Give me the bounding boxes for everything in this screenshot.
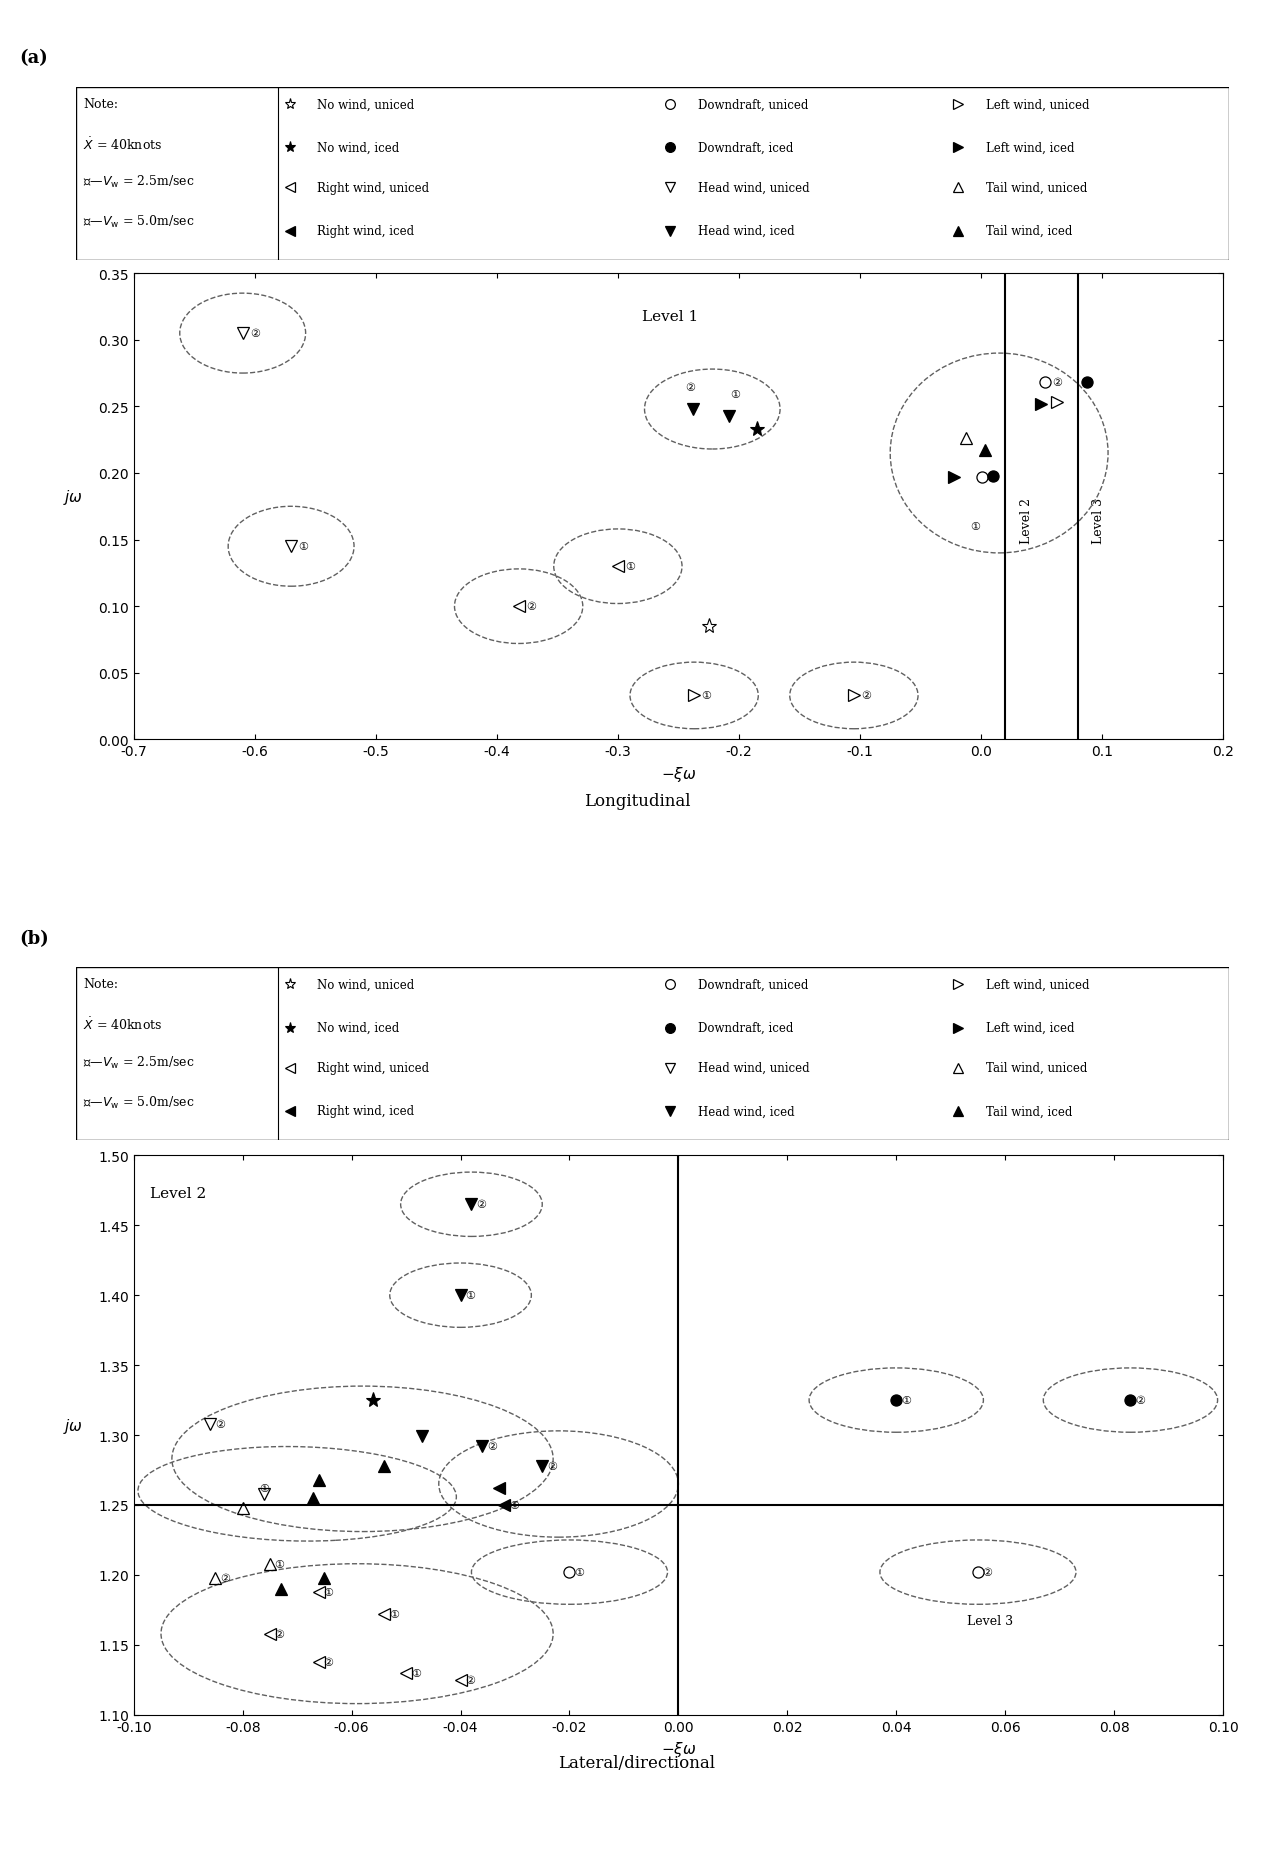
Text: ②: ② — [275, 1629, 284, 1638]
Text: ①: ① — [508, 1501, 519, 1510]
Text: ①: ① — [730, 390, 740, 399]
Text: Downdraft, iced: Downdraft, iced — [698, 1021, 794, 1035]
Text: ②—$V_{\rm w}$ = 5.0m/sec: ②—$V_{\rm w}$ = 5.0m/sec — [83, 1094, 195, 1111]
Text: $\dot{X}$ = 40knots: $\dot{X}$ = 40knots — [83, 136, 163, 153]
Text: ②: ② — [861, 692, 871, 701]
Y-axis label: $j\omega$: $j\omega$ — [62, 1417, 83, 1435]
Text: Level 2: Level 2 — [1019, 498, 1033, 542]
Text: ①—$V_{\rm w}$ = 2.5m/sec: ①—$V_{\rm w}$ = 2.5m/sec — [83, 173, 195, 190]
Text: ①: ① — [389, 1609, 399, 1620]
Text: ②: ② — [1135, 1396, 1145, 1405]
Text: Head wind, iced: Head wind, iced — [698, 226, 795, 239]
Text: Downdraft, uniced: Downdraft, uniced — [698, 99, 808, 112]
Text: Right wind, iced: Right wind, iced — [317, 1105, 414, 1118]
Text: ①: ① — [298, 542, 308, 552]
FancyBboxPatch shape — [76, 88, 1229, 261]
Text: Level 3: Level 3 — [1092, 498, 1106, 544]
Text: No wind, iced: No wind, iced — [317, 1021, 400, 1035]
Text: ①: ① — [324, 1586, 334, 1597]
Text: ②: ② — [1052, 378, 1063, 388]
Text: Tail wind, uniced: Tail wind, uniced — [986, 181, 1088, 194]
Text: ②: ② — [487, 1441, 497, 1452]
Text: No wind, uniced: No wind, uniced — [317, 979, 414, 992]
Text: ①: ① — [410, 1668, 420, 1678]
Y-axis label: $j\omega$: $j\omega$ — [64, 488, 83, 507]
Text: Left wind, uniced: Left wind, uniced — [986, 979, 1089, 992]
Text: No wind, uniced: No wind, uniced — [317, 99, 414, 112]
Text: ①: ① — [575, 1568, 585, 1577]
Text: (a): (a) — [19, 48, 48, 67]
Text: ①: ① — [702, 692, 712, 701]
Text: Right wind, uniced: Right wind, uniced — [317, 1061, 429, 1074]
Text: ①: ① — [275, 1558, 284, 1569]
Text: Note:: Note: — [83, 979, 118, 992]
Text: ②: ② — [526, 602, 536, 611]
FancyBboxPatch shape — [76, 967, 1229, 1141]
Text: Downdraft, uniced: Downdraft, uniced — [698, 979, 808, 992]
X-axis label: $-\xi\omega$: $-\xi\omega$ — [661, 1739, 696, 1758]
Text: ①—$V_{\rm w}$ = 2.5m/sec: ①—$V_{\rm w}$ = 2.5m/sec — [83, 1055, 195, 1070]
Text: Tail wind, uniced: Tail wind, uniced — [986, 1061, 1088, 1074]
Text: Right wind, iced: Right wind, iced — [317, 226, 414, 239]
Text: ②: ② — [547, 1461, 557, 1471]
Text: ②: ② — [250, 328, 260, 339]
Text: Left wind, uniced: Left wind, uniced — [986, 99, 1089, 112]
Text: ①: ① — [260, 1484, 269, 1493]
Text: (b): (b) — [19, 928, 48, 947]
Text: ②: ② — [685, 384, 696, 393]
Text: Left wind, iced: Left wind, iced — [986, 1021, 1075, 1035]
Text: Longitudinal: Longitudinal — [583, 792, 691, 809]
Text: Lateral/directional: Lateral/directional — [558, 1754, 716, 1771]
Text: Head wind, uniced: Head wind, uniced — [698, 1061, 809, 1074]
Text: Head wind, uniced: Head wind, uniced — [698, 181, 809, 194]
Text: Left wind, iced: Left wind, iced — [986, 142, 1075, 155]
Text: ②: ② — [982, 1568, 992, 1577]
Text: ②: ② — [465, 1676, 475, 1685]
Text: No wind, iced: No wind, iced — [317, 142, 400, 155]
Text: ②: ② — [476, 1200, 487, 1210]
Text: ②: ② — [324, 1657, 334, 1666]
Text: Level 3: Level 3 — [967, 1614, 1013, 1627]
Text: Right wind, uniced: Right wind, uniced — [317, 181, 429, 194]
Text: Note:: Note: — [83, 99, 118, 112]
Text: $\dot{X}$ = 40knots: $\dot{X}$ = 40knots — [83, 1016, 163, 1033]
Text: ②: ② — [220, 1573, 231, 1583]
Text: ①: ① — [626, 561, 636, 572]
Text: Tail wind, iced: Tail wind, iced — [986, 1105, 1073, 1118]
Text: ②: ② — [215, 1419, 224, 1430]
Text: ②—$V_{\rm w}$ = 5.0m/sec: ②—$V_{\rm w}$ = 5.0m/sec — [83, 214, 195, 231]
Text: ①: ① — [970, 522, 980, 531]
X-axis label: $-\xi\omega$: $-\xi\omega$ — [661, 764, 696, 783]
Text: ①: ① — [901, 1396, 911, 1405]
Text: Level 1: Level 1 — [642, 309, 698, 324]
Text: Downdraft, iced: Downdraft, iced — [698, 142, 794, 155]
Text: Head wind, iced: Head wind, iced — [698, 1105, 795, 1118]
Text: Tail wind, iced: Tail wind, iced — [986, 226, 1073, 239]
Text: Level 2: Level 2 — [150, 1187, 206, 1200]
Text: ①: ① — [465, 1290, 475, 1301]
